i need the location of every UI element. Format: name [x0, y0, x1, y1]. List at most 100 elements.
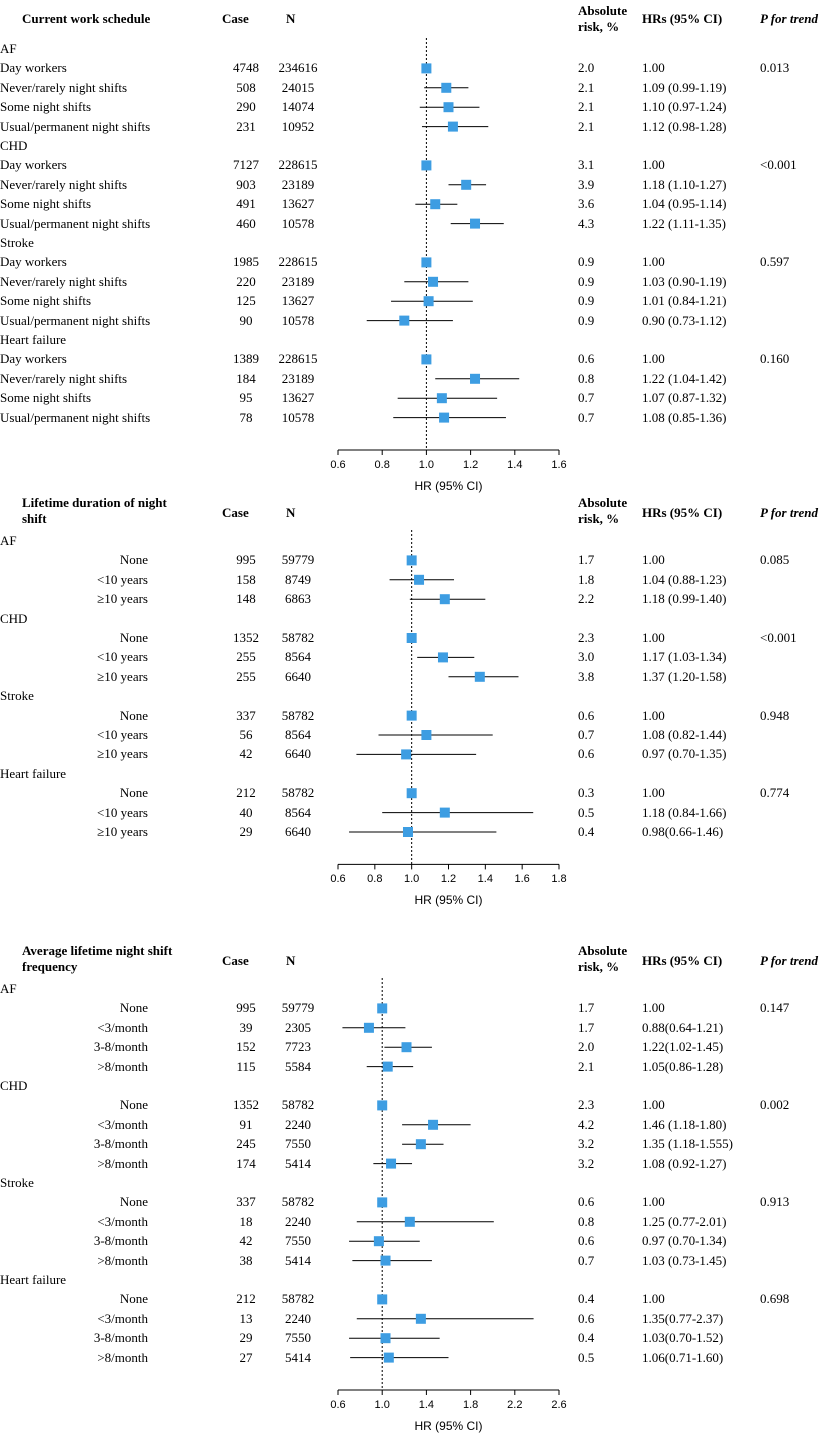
absolute-risk-value: 0.6 [578, 707, 595, 723]
x-tick-label: 1.4 [507, 459, 523, 471]
absolute-risk-value: 3.8 [578, 668, 595, 684]
n-value: 58782 [281, 1291, 315, 1307]
case-value: 29 [239, 824, 253, 839]
case-value: 95 [239, 390, 253, 406]
column-header-risk-line1: Absolute [578, 3, 628, 18]
absolute-risk-value: 0.7 [578, 409, 595, 425]
absolute-risk-value: 0.9 [578, 312, 595, 328]
case-value: 152 [236, 1039, 256, 1055]
absolute-risk-value: 0.4 [578, 1330, 595, 1346]
hr-ci-value: 1.03(0.70-1.52) [642, 1330, 724, 1346]
hr-marker [421, 354, 432, 365]
case-value: 78 [239, 409, 253, 425]
hr-marker [474, 671, 485, 682]
group-label: Stroke [0, 688, 34, 704]
absolute-risk-value: 3.1 [578, 157, 595, 173]
hr-marker [428, 1119, 439, 1130]
case-value: 903 [236, 176, 256, 192]
n-value: 58782 [281, 785, 315, 801]
p-trend-value: <0.001 [760, 157, 797, 173]
absolute-risk-value: 0.9 [578, 254, 595, 270]
hr-ci-value: 1.10 (0.97-1.24) [642, 99, 727, 115]
row-label: Never/rarely night shifts [0, 370, 128, 386]
row-label: <3/month [97, 1019, 148, 1035]
p-trend-value: <0.001 [760, 630, 797, 645]
hr-marker [386, 1158, 397, 1169]
absolute-risk-value: 0.7 [578, 727, 595, 742]
absolute-risk-value: 2.1 [578, 99, 595, 115]
row-label: >8/month [97, 1058, 148, 1074]
hr-marker [363, 1022, 374, 1033]
case-value: 245 [236, 1136, 256, 1152]
n-value: 7550 [285, 1136, 311, 1152]
absolute-risk-value: 2.1 [578, 118, 595, 134]
hr-marker [443, 102, 454, 113]
hr-marker [406, 710, 417, 721]
hr-ci-value: 1.00 [642, 351, 665, 367]
absolute-risk-value: 0.8 [578, 370, 595, 386]
hr-ci-value: 1.00 [642, 552, 665, 568]
case-value: 1389 [233, 351, 259, 367]
row-label: Day workers [0, 157, 67, 173]
hr-marker [404, 1216, 415, 1227]
x-tick-label: 1.6 [551, 459, 567, 471]
column-header-n: N [286, 11, 296, 26]
absolute-risk-value: 0.6 [578, 351, 595, 367]
row-label: Day workers [0, 60, 67, 76]
n-value: 2240 [285, 1310, 311, 1326]
n-value: 2240 [285, 1116, 311, 1132]
case-value: 184 [236, 370, 256, 386]
row-label: Some night shifts [0, 390, 92, 406]
hr-ci-value: 0.97 (0.70-1.35) [642, 746, 727, 762]
absolute-risk-value: 0.8 [578, 1213, 595, 1229]
n-value: 6640 [285, 824, 311, 839]
panel-title: Current work schedule [22, 11, 151, 26]
absolute-risk-value: 0.6 [578, 1310, 595, 1326]
hr-marker [436, 393, 447, 404]
hr-ci-value: 1.18 (0.99-1.40) [642, 591, 727, 607]
p-trend-value: 0.913 [760, 1194, 790, 1210]
row-label: Never/rarely night shifts [0, 273, 128, 289]
n-value: 58782 [281, 707, 315, 723]
hr-ci-value: 1.03 (0.90-1.19) [642, 273, 727, 289]
absolute-risk-value: 0.6 [578, 1194, 595, 1210]
hr-marker [439, 412, 450, 423]
case-value: 220 [236, 273, 256, 289]
group-label: Stroke [0, 235, 34, 250]
column-header-hr: HRs (95% CI) [642, 505, 723, 520]
case-value: 255 [236, 668, 256, 684]
group-label: AF [0, 981, 17, 996]
absolute-risk-value: 3.9 [578, 176, 595, 192]
n-value: 13627 [281, 293, 315, 309]
hr-marker [380, 1255, 391, 1266]
case-value: 27 [239, 1349, 253, 1365]
hr-ci-value: 0.97 (0.70-1.34) [642, 1233, 727, 1249]
hr-marker [377, 1100, 388, 1111]
p-trend-value: 0.948 [760, 707, 790, 723]
absolute-risk-value: 3.0 [578, 649, 595, 665]
column-header-risk-line2: risk, % [578, 511, 620, 526]
row-label: <3/month [97, 1116, 148, 1132]
hr-marker [437, 652, 448, 663]
hr-ci-value: 1.00 [642, 707, 665, 723]
row-label: None [119, 785, 148, 801]
case-value: 995 [236, 1000, 256, 1016]
absolute-risk-value: 2.1 [578, 1058, 595, 1074]
row-label: >8/month [97, 1252, 148, 1268]
hr-ci-value: 1.04 (0.95-1.14) [642, 196, 727, 212]
case-value: 4748 [233, 60, 259, 76]
n-value: 8749 [285, 571, 311, 587]
x-tick-label: 1.0 [374, 1399, 390, 1411]
n-value: 5584 [285, 1058, 311, 1074]
hr-marker [423, 296, 434, 307]
p-trend-value: 0.698 [760, 1291, 790, 1307]
n-value: 23189 [281, 176, 315, 192]
case-value: 90 [239, 312, 253, 328]
hr-marker [441, 82, 452, 93]
row-label: None [119, 1194, 148, 1210]
n-value: 23189 [281, 273, 315, 289]
group-label: CHD [0, 138, 28, 153]
hr-ci-value: 1.08 (0.85-1.36) [642, 409, 727, 425]
hr-marker [421, 730, 432, 740]
row-label: Usual/permanent night shifts [0, 118, 151, 134]
